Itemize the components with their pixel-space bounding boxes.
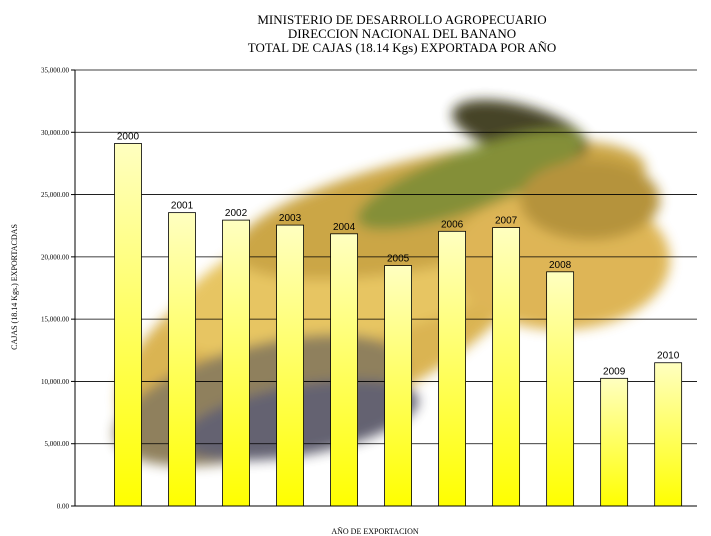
x-axis-title: AÑO DE EXPORTACION (331, 526, 419, 536)
bar-label-2005: 2005 (387, 254, 410, 265)
bar-2003 (276, 224, 304, 507)
bar-label-2001: 2001 (171, 201, 194, 212)
bar-2010 (654, 362, 683, 507)
title-line: MINISTERIO DE DESARROLLO AGROPECUARIO (257, 12, 546, 27)
bar-label-2010: 2010 (657, 351, 680, 362)
bar-2008 (546, 271, 575, 507)
bar-2001 (168, 212, 196, 507)
bar-label-2003: 2003 (279, 213, 302, 224)
bar-label-2002: 2002 (225, 208, 248, 219)
y-axis-title: CAJAS (18.14 Kgs.) EXPORTACDAS (10, 224, 19, 350)
title-line: TOTAL DE CAJAS (18.14 Kgs) EXPORTADA POR… (248, 40, 556, 55)
y-tick-label: 15,000.00 (41, 316, 70, 324)
y-tick-label: 20,000.00 (41, 253, 70, 261)
bar-labels: 2000 2001 2002 2003 2004 2005 2006 2007 2008 2009… (117, 131, 680, 377)
chart-title: MINISTERIO DE DESARROLLO AGROPECUARIODIR… (248, 12, 556, 55)
bar-label-2004: 2004 (333, 222, 356, 233)
bar-2009 (600, 377, 629, 507)
bar-2006 (438, 230, 466, 507)
y-tick-label: 35,000.00 (41, 67, 70, 75)
bar-label-2008: 2008 (549, 260, 572, 271)
bar-2005 (384, 265, 412, 507)
bar-label-2007: 2007 (495, 216, 518, 227)
bar-2004 (330, 233, 358, 507)
y-tick-label: 30,000.00 (41, 129, 70, 137)
bar-label-2009: 2009 (603, 366, 626, 377)
y-tick-label: 10,000.00 (41, 378, 70, 386)
bar-2007 (492, 227, 521, 507)
bar-2000 (114, 143, 142, 507)
y-tick-label: 25,000.00 (41, 191, 70, 199)
title-line: DIRECCION NACIONAL DEL BANANO (288, 26, 516, 41)
bar-label-2006: 2006 (441, 219, 464, 230)
y-tick-label: 0.00 (57, 503, 70, 511)
y-axis-ticks: 0.00 5,000.00 10,000.00 15,000.00 20,000.00 2… (41, 67, 75, 511)
bar-2002 (222, 219, 250, 507)
y-tick-label: 5,000.00 (45, 440, 70, 448)
bar-label-2000: 2000 (117, 131, 140, 142)
